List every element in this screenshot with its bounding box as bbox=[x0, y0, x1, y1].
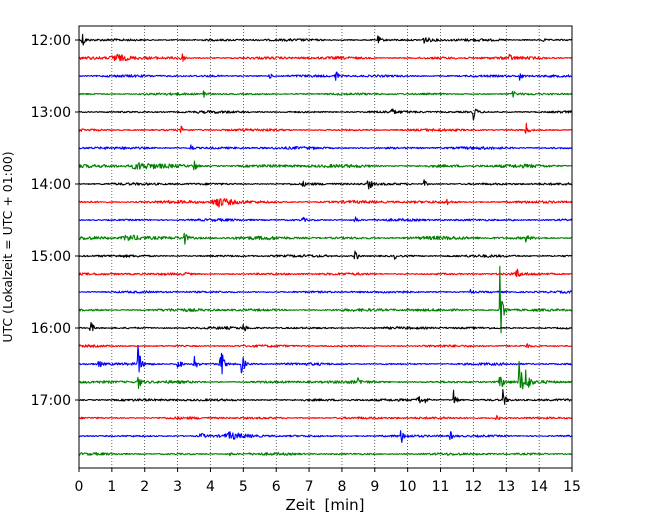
x-tick-label: 1 bbox=[107, 479, 116, 495]
x-tick-label: 14 bbox=[530, 479, 548, 495]
trace-1300 bbox=[79, 108, 572, 121]
trace-1545 bbox=[79, 265, 572, 334]
x-tick-label: 10 bbox=[399, 479, 417, 495]
y-tick-label: 14:00 bbox=[31, 177, 71, 193]
x-tick-label: 11 bbox=[432, 479, 450, 495]
plot-frame bbox=[78, 25, 573, 469]
trace-1715 bbox=[79, 414, 572, 421]
trace-1645 bbox=[79, 360, 572, 390]
y-tick-label: 13:00 bbox=[31, 105, 71, 121]
x-tick-label: 15 bbox=[563, 479, 581, 495]
trace-1500 bbox=[79, 250, 572, 260]
x-tick-label: 5 bbox=[239, 479, 248, 495]
trace-1430 bbox=[79, 216, 572, 223]
x-tick-label: 3 bbox=[173, 479, 182, 495]
y-tick-label: 16:00 bbox=[31, 321, 71, 337]
x-tick-label: 13 bbox=[497, 479, 515, 495]
trace-1345 bbox=[79, 160, 572, 171]
x-tick-label: 9 bbox=[370, 479, 379, 495]
x-tick-label: 2 bbox=[140, 479, 149, 495]
y-axis: 12:00 13:00 14:00 15:00 16:00 17:00 bbox=[31, 33, 79, 409]
trace-1630 bbox=[79, 345, 572, 375]
x-axis-label: Zeit [min] bbox=[285, 496, 364, 514]
trace-1530 bbox=[79, 288, 572, 294]
trace-1330 bbox=[79, 144, 572, 151]
y-tick-label: 12:00 bbox=[31, 33, 71, 49]
x-axis: 0 1 2 3 4 5 6 7 8 9 10 11 12 13 14 15 bbox=[75, 468, 581, 495]
trace-1415 bbox=[79, 198, 572, 208]
x-tick-label: 6 bbox=[272, 479, 281, 495]
trace-1600 bbox=[79, 321, 572, 332]
y-axis-label: UTC (Lokalzeit = UTC + 01:00) bbox=[0, 151, 15, 342]
trace-1315 bbox=[79, 122, 572, 134]
trace-1745 bbox=[79, 452, 572, 457]
trace-1230 bbox=[79, 71, 572, 81]
x-tick-label: 8 bbox=[337, 479, 346, 495]
trace-1445 bbox=[79, 232, 572, 245]
x-tick-label: 4 bbox=[206, 479, 215, 495]
grid bbox=[111, 26, 540, 468]
y-tick-label: 15:00 bbox=[31, 249, 71, 265]
x-tick-label: 12 bbox=[464, 479, 482, 495]
trace-1215 bbox=[79, 53, 572, 62]
trace-1700 bbox=[79, 389, 572, 405]
trace-1400 bbox=[79, 179, 572, 190]
trace-1730 bbox=[79, 430, 572, 444]
trace-1200 bbox=[79, 33, 572, 46]
trace-1615 bbox=[79, 343, 572, 349]
x-tick-label: 7 bbox=[305, 479, 314, 495]
y-tick-label: 17:00 bbox=[31, 393, 71, 409]
x-tick-label: 0 bbox=[75, 479, 84, 495]
trace-1515 bbox=[79, 268, 572, 278]
seismogram-traces bbox=[79, 33, 572, 457]
trace-1245 bbox=[79, 90, 572, 98]
